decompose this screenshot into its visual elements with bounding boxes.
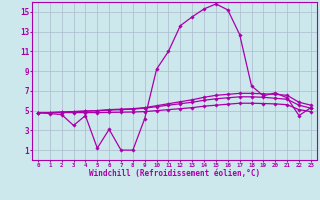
X-axis label: Windchill (Refroidissement éolien,°C): Windchill (Refroidissement éolien,°C): [89, 169, 260, 178]
